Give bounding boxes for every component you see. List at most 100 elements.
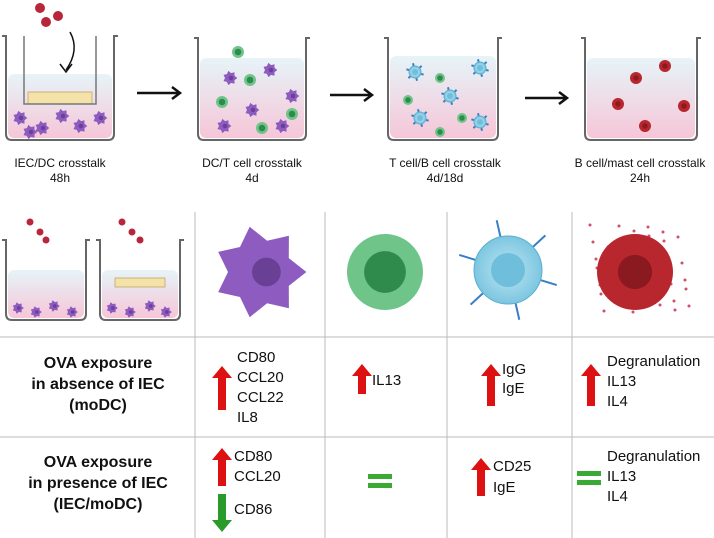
nucleus bbox=[417, 115, 423, 121]
granule bbox=[617, 224, 621, 228]
granule bbox=[662, 239, 666, 243]
up-arrow bbox=[471, 458, 491, 496]
nucleus bbox=[364, 251, 406, 293]
row-label: (moDC) bbox=[69, 397, 127, 414]
well-liquid bbox=[8, 270, 84, 318]
granule bbox=[631, 310, 635, 314]
well bbox=[96, 239, 184, 321]
nucleus bbox=[98, 115, 104, 121]
nucleus bbox=[437, 75, 443, 81]
nucleus bbox=[412, 69, 418, 75]
nucleus bbox=[28, 129, 34, 135]
granule bbox=[591, 240, 595, 244]
nucleus bbox=[477, 65, 483, 71]
row-label: in absence of IEC bbox=[31, 376, 165, 393]
stage-time: 48h bbox=[50, 171, 70, 185]
granule bbox=[661, 230, 665, 234]
nucleus bbox=[681, 103, 687, 109]
nucleus bbox=[60, 113, 66, 119]
antigen bbox=[128, 228, 136, 236]
antibody bbox=[412, 121, 417, 125]
antibody bbox=[417, 109, 420, 113]
granule bbox=[588, 223, 592, 227]
nucleus bbox=[228, 75, 234, 81]
antibody bbox=[540, 279, 558, 287]
stage-time: 4d bbox=[245, 171, 258, 185]
nucleus bbox=[459, 115, 465, 121]
antigen bbox=[42, 236, 50, 244]
cell-text: Degranulation bbox=[607, 353, 700, 370]
insert bbox=[23, 36, 97, 105]
well bbox=[194, 37, 310, 141]
cell-text: IL13 bbox=[607, 468, 636, 485]
arrow bbox=[330, 88, 375, 102]
granule bbox=[687, 304, 691, 308]
granule bbox=[684, 287, 688, 291]
up-arrow bbox=[481, 364, 501, 406]
cell-text: IgG bbox=[502, 361, 526, 378]
equals bbox=[577, 471, 601, 476]
cell-text: CD80 bbox=[237, 349, 275, 366]
antibody bbox=[450, 101, 453, 105]
antibody bbox=[483, 61, 488, 65]
nucleus bbox=[111, 306, 115, 310]
antigen bbox=[118, 218, 126, 226]
cell-text: CD25 bbox=[493, 458, 531, 475]
antigen bbox=[136, 236, 144, 244]
well-liquid bbox=[587, 58, 695, 138]
granule bbox=[658, 303, 662, 307]
arrow bbox=[137, 86, 183, 100]
arrow bbox=[59, 31, 75, 74]
antibody bbox=[453, 89, 458, 93]
nucleus bbox=[437, 129, 443, 135]
nucleus bbox=[17, 306, 21, 310]
up-arrow bbox=[352, 364, 372, 394]
nucleus bbox=[35, 310, 39, 314]
well bbox=[2, 239, 90, 321]
stage-name: DC/T cell crosstalk bbox=[202, 156, 303, 170]
antibody bbox=[442, 99, 447, 103]
row-label: (IEC/moDC) bbox=[54, 496, 143, 513]
nucleus bbox=[165, 310, 169, 314]
nucleus bbox=[405, 97, 411, 103]
cell-text: CCL20 bbox=[237, 369, 284, 386]
up-arrow bbox=[212, 448, 232, 486]
stage-name: IEC/DC crosstalk bbox=[14, 156, 106, 170]
nucleus bbox=[149, 304, 153, 308]
nucleus bbox=[218, 98, 226, 106]
nucleus bbox=[258, 124, 266, 132]
transwell-insert bbox=[27, 91, 93, 105]
granule bbox=[673, 308, 677, 312]
antibody bbox=[532, 234, 547, 248]
nucleus bbox=[40, 125, 46, 131]
antigen bbox=[41, 17, 51, 27]
antigen bbox=[36, 228, 44, 236]
nucleus bbox=[477, 119, 483, 125]
antibody bbox=[477, 113, 480, 117]
granule bbox=[632, 229, 636, 233]
cell-text: CD86 bbox=[234, 501, 272, 518]
well bbox=[581, 37, 701, 141]
row-label: OVA exposure bbox=[44, 454, 153, 471]
antibody bbox=[495, 220, 502, 238]
transwell-insert bbox=[114, 277, 166, 288]
up-arrow bbox=[212, 366, 232, 410]
antibody bbox=[469, 292, 484, 306]
nucleus bbox=[280, 123, 286, 129]
granule bbox=[599, 292, 603, 296]
cell-text: IL4 bbox=[607, 393, 628, 410]
well-liquid bbox=[8, 74, 112, 138]
antibody bbox=[483, 115, 488, 119]
nucleus bbox=[222, 123, 228, 129]
antibody bbox=[514, 302, 521, 320]
cell-text: IL4 bbox=[607, 488, 628, 505]
antibody bbox=[458, 253, 476, 261]
nucleus bbox=[662, 63, 668, 69]
down-arrow bbox=[212, 494, 232, 532]
granule bbox=[680, 261, 684, 265]
cell-text: CCL22 bbox=[237, 389, 284, 406]
antibody bbox=[472, 125, 477, 129]
antibody bbox=[472, 71, 477, 75]
